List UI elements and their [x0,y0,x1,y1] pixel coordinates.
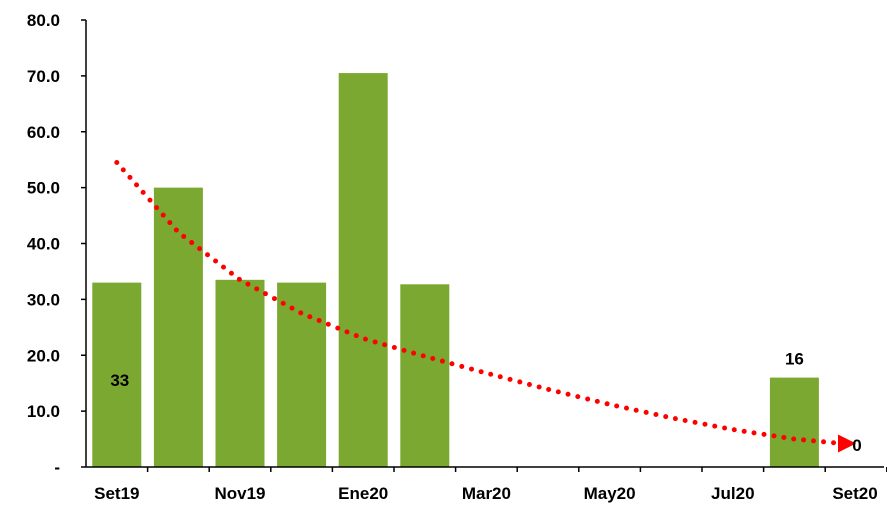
bar-feb20 [400,284,450,467]
x-tick-label: May20 [584,484,636,503]
trend-layer [114,159,856,453]
y-tick-label: 20.0 [27,346,60,365]
bar-ene20 [338,73,388,468]
bar-nov19 [215,279,265,467]
data-label-set19: 33 [110,371,129,390]
x-tick-label: Set19 [94,484,139,503]
x-tick-label: Set20 [832,484,877,503]
trend-line [114,159,845,447]
trend-arrow-head [838,434,856,453]
y-tick-label: 30.0 [27,290,60,309]
y-tick-label: 60.0 [27,123,60,142]
x-tick-label: Mar20 [462,484,511,503]
x-tick-label: Nov19 [214,484,265,503]
labels-layer: - 10.0 20.0 30.0 40.0 50.0 60.0 70.0 80.0 Set19 No… [27,11,878,503]
x-tick-label: Ene20 [338,484,388,503]
y-tick-label: 80.0 [27,11,60,30]
data-label-ago20: 16 [785,350,804,369]
y-tick-label: 50.0 [27,179,60,198]
y-tick-label: 40.0 [27,235,60,254]
y-tick-label: 70.0 [27,67,60,86]
axes-layer [81,19,887,472]
y-tick-label: - [54,458,60,477]
x-tick-label: Jul20 [711,484,754,503]
y-tick-label: 10.0 [27,402,60,421]
bar-set19 [92,282,142,467]
data-label-set20: 0 [852,436,861,455]
bar-ago20 [769,377,819,467]
bar-dic19 [277,282,327,467]
bar-oct19 [153,187,203,467]
bars-layer [92,73,819,468]
